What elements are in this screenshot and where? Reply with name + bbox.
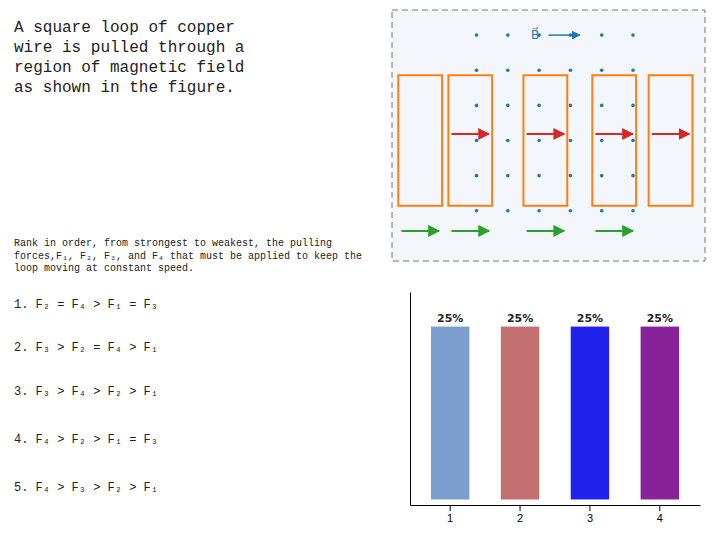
velocity-arrow: [595, 230, 633, 232]
title-line: region of magnetic field: [14, 59, 244, 77]
x-tick-mark: [450, 505, 451, 511]
field-dot: [631, 139, 635, 143]
title-line: as shown in the figure.: [14, 79, 235, 97]
x-tick-mark: [520, 505, 521, 511]
field-dot: [600, 68, 604, 72]
field-dot: [506, 139, 510, 143]
x-axis-line: [411, 505, 701, 506]
y-axis-line: [410, 293, 411, 506]
x-tick-label: 3: [587, 512, 593, 524]
field-dot: [537, 68, 541, 72]
field-dot: [475, 68, 479, 72]
field-dot: [631, 174, 635, 178]
field-dot: [569, 174, 573, 178]
answer-option: 1. F₂ = F₄ > F₁ = F₃: [14, 298, 158, 312]
force-arrow: [527, 133, 565, 135]
field-dot: [537, 104, 541, 108]
diagram: B⃗: [392, 10, 705, 261]
field-dot: [600, 33, 604, 37]
answer-option: 2. F₃ > F₂ = F₄ > F₁: [14, 341, 158, 355]
field-dot: [631, 33, 635, 37]
data-label: 25%: [647, 312, 673, 325]
force-arrow: [652, 133, 690, 135]
data-label: 25%: [507, 312, 533, 325]
field-dot: [506, 33, 510, 37]
field-dot: [506, 68, 510, 72]
y-axis: [410, 293, 411, 506]
x-tick-label: 2: [517, 512, 523, 524]
x-tick: 3: [587, 505, 593, 524]
x-tick: 2: [517, 505, 523, 524]
field-dot: [600, 139, 604, 143]
question-line: forces,F₁, F₂, F₃, and F₄ that must be a…: [14, 251, 362, 262]
field-dot: [475, 139, 479, 143]
field-dot: [475, 33, 479, 37]
question-line: Rank in order, from strongest to weakest…: [14, 238, 332, 249]
x-tick-label: 4: [657, 512, 663, 524]
data-label: 25%: [437, 312, 463, 325]
x-tick-mark: [659, 505, 660, 511]
field-dot: [569, 104, 573, 108]
bar: [571, 327, 609, 500]
text-panel: A square loop of copper wire is pulled th…: [14, 19, 362, 495]
field-dot: [537, 174, 541, 178]
x-axis: 1 2 3 4: [411, 505, 701, 524]
title-line: A square loop of copper: [14, 19, 235, 37]
field-arrow: [549, 34, 580, 36]
field-dot: [631, 104, 635, 108]
answer-option-line: 4. F₄ > F₂ > F₁ = F₃: [14, 433, 158, 447]
chart-root: A square loop of copper wire is pulled th…: [0, 0, 720, 540]
field-dot: [569, 209, 573, 213]
field-dot: [506, 104, 510, 108]
bar: [641, 327, 679, 500]
answer-option-line: 1. F₂ = F₄ > F₁ = F₃: [14, 298, 158, 312]
field-label: B⃗: [531, 27, 539, 41]
field-dot: [569, 68, 573, 72]
bar: [431, 327, 469, 500]
answer-option-line: 3. F₃ > F₄ > F₂ > F₁: [14, 385, 158, 399]
answer-option-line: 2. F₃ > F₂ = F₄ > F₁: [14, 341, 158, 355]
wire-loop: [649, 75, 693, 206]
field-dot: [537, 139, 541, 143]
velocity-arrow: [527, 230, 565, 232]
data-labels: 25% 25% 25% 25%: [437, 312, 673, 325]
field-dot: [600, 209, 604, 213]
answer-option: 5. F₄ > F₃ > F₂ > F₁: [14, 481, 158, 495]
field-dot: [537, 209, 541, 213]
field-dot: [475, 209, 479, 213]
force-arrow: [451, 133, 489, 135]
field-dot: [600, 104, 604, 108]
field-dot: [506, 174, 510, 178]
bars: [431, 327, 679, 500]
field-dot: [631, 209, 635, 213]
wire-loop: [523, 75, 567, 206]
question: Rank in order, from strongest to weakest…: [14, 238, 362, 274]
field-dot: [569, 139, 573, 143]
answer-option: 4. F₄ > F₂ > F₁ = F₃: [14, 433, 158, 447]
x-tick-mark: [589, 505, 590, 511]
wire-loop: [448, 75, 492, 206]
question-line: loop moving at constant speed.: [14, 263, 194, 274]
field-dot: [475, 104, 479, 108]
title: A square loop of copper wire is pulled th…: [14, 19, 245, 97]
answer-option-line: 5. F₄ > F₃ > F₂ > F₁: [14, 481, 158, 495]
field-dot: [506, 209, 510, 213]
velocity-arrow: [401, 230, 439, 232]
answer-option: 3. F₃ > F₄ > F₂ > F₁: [14, 385, 158, 399]
field-dot: [475, 174, 479, 178]
x-tick: 4: [657, 505, 663, 524]
velocity-arrow: [451, 230, 489, 232]
force-arrow: [595, 133, 633, 135]
x-tick: 1: [447, 505, 453, 524]
x-tick-label: 1: [447, 512, 453, 524]
wire-loop: [592, 75, 636, 206]
wire-loop: [398, 75, 442, 206]
title-line: wire is pulled through a: [14, 39, 245, 57]
diagram-frame: [392, 10, 705, 261]
field-dot: [631, 68, 635, 72]
field-dot: [600, 174, 604, 178]
bar: [501, 327, 539, 500]
data-label: 25%: [577, 312, 603, 325]
